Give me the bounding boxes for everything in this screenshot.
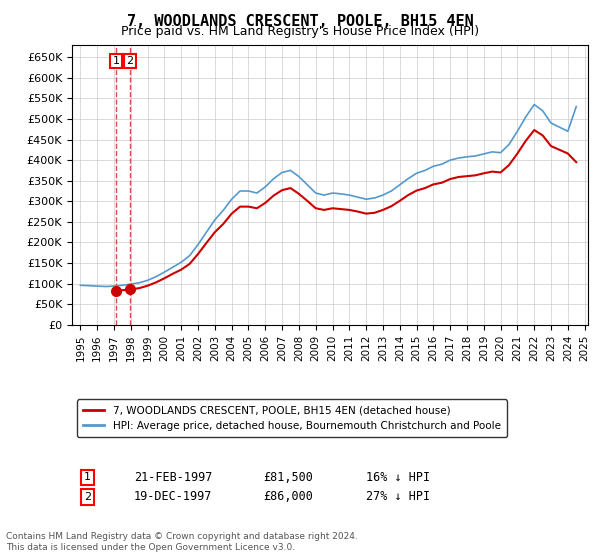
Text: 27% ↓ HPI: 27% ↓ HPI <box>366 491 430 503</box>
Text: £86,000: £86,000 <box>263 491 313 503</box>
Text: 21-FEB-1997: 21-FEB-1997 <box>134 471 212 484</box>
Text: 1: 1 <box>84 473 91 482</box>
Text: 7, WOODLANDS CRESCENT, POOLE, BH15 4EN: 7, WOODLANDS CRESCENT, POOLE, BH15 4EN <box>127 14 473 29</box>
Text: 2: 2 <box>127 56 134 66</box>
Text: 1: 1 <box>113 56 120 66</box>
Legend: 7, WOODLANDS CRESCENT, POOLE, BH15 4EN (detached house), HPI: Average price, det: 7, WOODLANDS CRESCENT, POOLE, BH15 4EN (… <box>77 399 507 437</box>
Text: 16% ↓ HPI: 16% ↓ HPI <box>366 471 430 484</box>
Text: 19-DEC-1997: 19-DEC-1997 <box>134 491 212 503</box>
Text: £81,500: £81,500 <box>263 471 313 484</box>
Text: 2: 2 <box>84 492 91 502</box>
Text: Contains HM Land Registry data © Crown copyright and database right 2024.
This d: Contains HM Land Registry data © Crown c… <box>6 532 358 552</box>
Text: Price paid vs. HM Land Registry's House Price Index (HPI): Price paid vs. HM Land Registry's House … <box>121 25 479 38</box>
